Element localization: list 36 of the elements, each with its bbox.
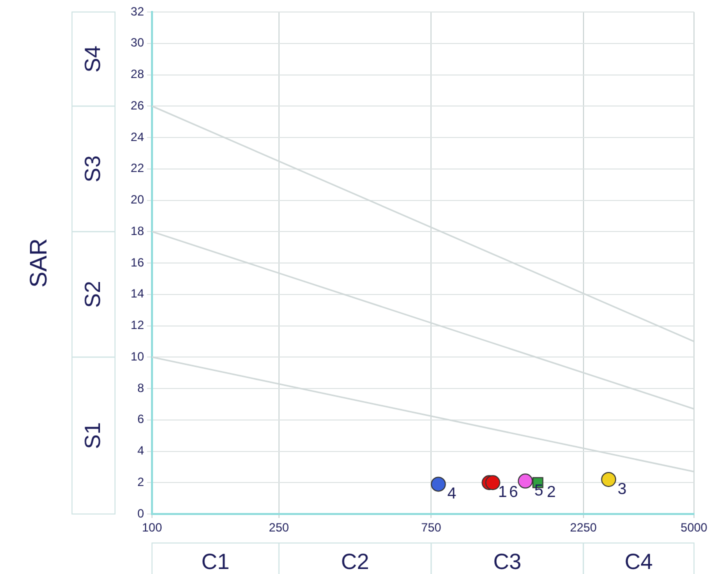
y-tick-label: 30 — [130, 36, 144, 50]
text: C1 — [201, 549, 230, 574]
y-tick-label: 18 — [130, 224, 144, 238]
text: S2 — [80, 280, 106, 308]
y-tick-label: 0 — [137, 506, 144, 520]
series-label: 4 — [447, 486, 456, 503]
y-tick-label: 28 — [130, 67, 144, 82]
x-tick-label: 2250 — [570, 520, 598, 535]
y-tick-label: 20 — [130, 192, 144, 207]
text: S3 — [80, 155, 106, 182]
series-label: 3 — [618, 480, 627, 498]
y-axis-title: SAR — [26, 238, 53, 288]
y-tick-label: 12 — [130, 318, 144, 332]
y-tick-label: 10 — [130, 349, 144, 364]
text: C3 — [493, 549, 522, 574]
x-tick-label: 250 — [268, 520, 290, 535]
text: C4 — [624, 549, 653, 574]
y-tick-label: 2 — [137, 474, 144, 489]
series-label: 1 — [498, 484, 508, 502]
series-label: 6 — [509, 484, 518, 502]
y-tick-label: 14 — [130, 286, 144, 301]
text: S4 — [80, 46, 106, 73]
x-tick-label: 750 — [421, 520, 442, 535]
text: C2 — [340, 549, 370, 574]
x-tick-label: 5000 — [680, 520, 708, 535]
y-tick-label: 32 — [130, 4, 144, 18]
y-tick-label: 24 — [130, 130, 144, 144]
y-tick-label: 4 — [137, 444, 144, 458]
y-tick-label: 8 — [137, 380, 144, 395]
x-tick-label: 100 — [142, 520, 162, 535]
y-tick-label: 16 — [130, 255, 144, 270]
y-tick-label: 26 — [130, 98, 144, 112]
y-tick-label: 6 — [137, 412, 144, 426]
text: S1 — [80, 422, 106, 450]
series-label: 2 — [546, 484, 556, 502]
y-tick-label: 22 — [130, 161, 144, 176]
